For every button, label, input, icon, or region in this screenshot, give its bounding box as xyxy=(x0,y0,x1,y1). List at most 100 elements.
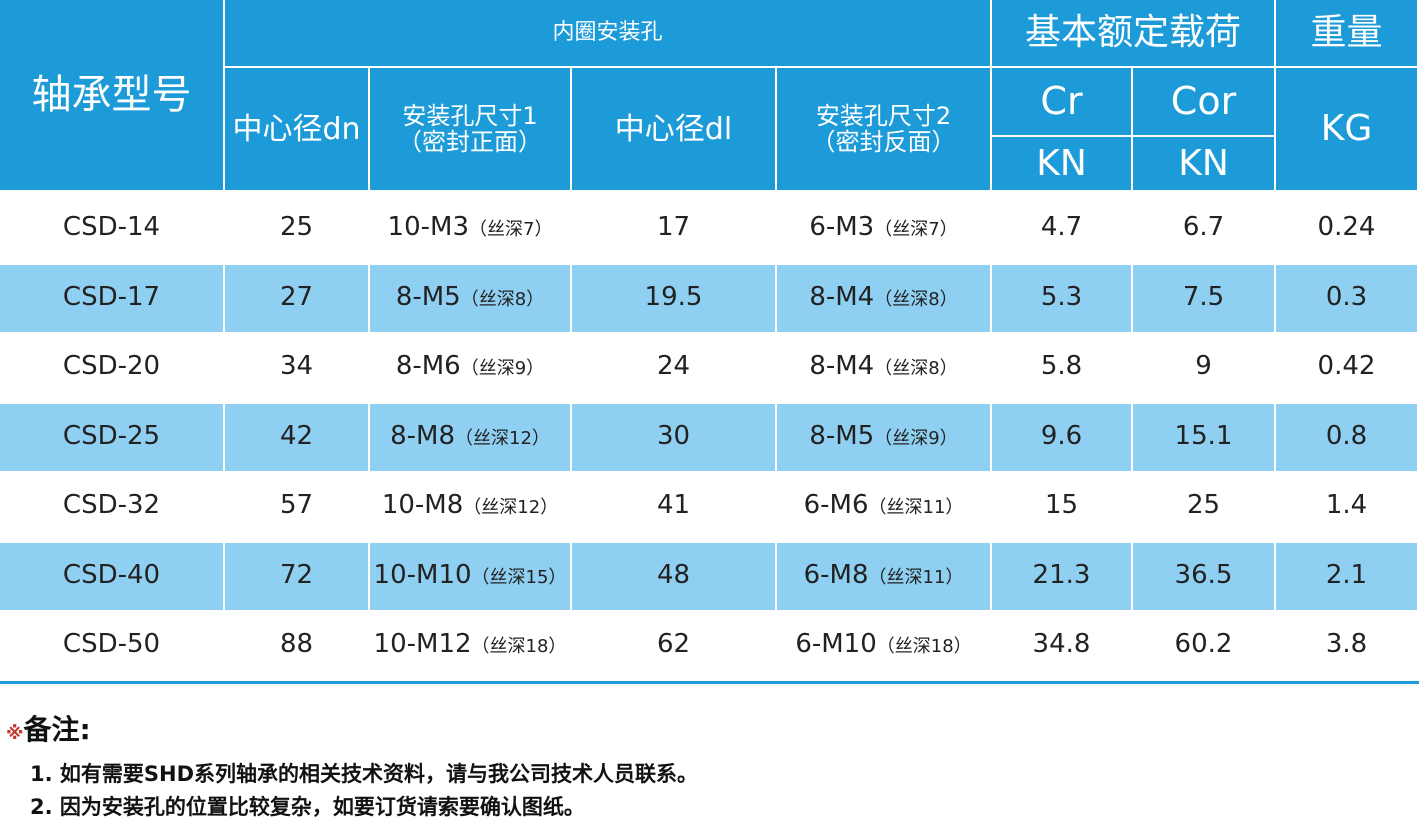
cell-text: 1.4 xyxy=(1325,490,1368,520)
cell-text: （丝深8） xyxy=(460,288,545,310)
table-cell: CSD-40 xyxy=(0,542,225,610)
header-cell: 内圈安装孔 xyxy=(225,0,992,68)
header-cell: 安装孔尺寸1 （密封正面） xyxy=(370,68,572,192)
cell-text: KN xyxy=(1036,142,1087,184)
cell-text: （丝深7） xyxy=(469,219,553,240)
table-cell: 9 xyxy=(1133,334,1276,402)
cell-text: 3.8 xyxy=(1325,629,1368,659)
note-item: 1. 如有需要SHD系列轴承的相关技术资料，请与我公司技术人员联系。 xyxy=(30,758,698,788)
cell-text: CSD-25 xyxy=(62,420,161,451)
cell-text: 0.8 xyxy=(1325,420,1368,451)
cell-text: 60.2 xyxy=(1174,629,1233,659)
table-cell: 8-M5 （丝深9） xyxy=(777,403,992,471)
table-cell: 25 xyxy=(225,195,370,263)
cell-text: 0.3 xyxy=(1325,281,1368,312)
cell-text: 19.5 xyxy=(644,281,703,312)
cell-text: 17 xyxy=(656,212,691,242)
table-cell: 60.2 xyxy=(1133,612,1276,680)
cell-text: 25 xyxy=(279,212,314,242)
cell-text: 安装孔尺寸1 xyxy=(402,101,538,130)
cell-text: 8-M4 xyxy=(809,281,875,312)
cell-text: 62 xyxy=(656,629,691,659)
notes-title: ※备注: xyxy=(6,708,91,748)
cell-text: Cor xyxy=(1170,78,1237,123)
table-cell: 62 xyxy=(572,612,777,680)
cell-text: 6-M6 xyxy=(803,490,869,520)
cell-text: 7.5 xyxy=(1182,281,1225,312)
header-cell: 安装孔尺寸2 （密封反面） xyxy=(777,68,992,192)
table-cell: 15.1 xyxy=(1133,403,1276,471)
header-cell: KG xyxy=(1276,68,1419,192)
cell-text: CSD-32 xyxy=(62,490,161,520)
cell-text: （密封正面） xyxy=(398,128,542,156)
table-cell: 6.7 xyxy=(1133,195,1276,263)
table-cell: 8-M4 （丝深8） xyxy=(777,334,992,402)
header-cell: Cor xyxy=(1133,68,1276,137)
cell-text: （丝深11） xyxy=(868,497,964,518)
cell-text: （丝深9） xyxy=(874,427,958,449)
cell-text: （丝深18） xyxy=(471,636,567,657)
table-cell: 24 xyxy=(572,334,777,402)
table-cell: 48 xyxy=(572,542,777,610)
table-cell: 0.42 xyxy=(1276,334,1419,402)
cell-text: 88 xyxy=(279,629,314,659)
cell-text: 中心径dn xyxy=(232,111,361,147)
table-cell: 0.8 xyxy=(1276,403,1419,471)
cell-text: 5.8 xyxy=(1040,351,1083,381)
cell-text: 中心径dl xyxy=(614,111,733,147)
cell-text: 8-M5 xyxy=(395,281,461,312)
cell-text: 0.42 xyxy=(1317,351,1376,381)
table-cell: CSD-32 xyxy=(0,473,225,541)
table-cell: 6-M3 （丝深7） xyxy=(777,195,992,263)
cell-text: CSD-20 xyxy=(62,351,161,381)
cell-text: （丝深8） xyxy=(874,358,958,379)
cell-text: 10-M12 xyxy=(373,629,472,659)
cell-text: CSD-40 xyxy=(62,559,161,590)
table-cell: 88 xyxy=(225,612,370,680)
cell-text: 基本额定载荷 xyxy=(1024,12,1241,54)
cell-text: CSD-14 xyxy=(62,212,161,242)
cell-text: 72 xyxy=(279,559,314,590)
header-cell: KN xyxy=(992,137,1133,192)
table-cell: 6-M6 （丝深11） xyxy=(777,473,992,541)
table-cell: 42 xyxy=(225,403,370,471)
cell-text: 10-M8 xyxy=(381,490,464,520)
cell-text: 重量 xyxy=(1310,12,1383,54)
table-cell: 34 xyxy=(225,334,370,402)
header-cell: Cr xyxy=(992,68,1133,137)
header-cell: 中心径dn xyxy=(225,68,370,192)
cell-text: 24 xyxy=(656,351,691,381)
table-cell: CSD-17 xyxy=(0,264,225,332)
cell-text: KG xyxy=(1320,108,1373,150)
table-cell: 6-M8 （丝深11） xyxy=(777,542,992,610)
cell-text: 8-M6 xyxy=(395,351,461,381)
cell-text: （丝深18） xyxy=(876,636,972,657)
cell-text: 4.7 xyxy=(1040,212,1083,242)
table-cell: CSD-25 xyxy=(0,403,225,471)
cell-text: 48 xyxy=(656,559,691,590)
table-cell: 34.8 xyxy=(992,612,1133,680)
table-cell: 8-M8 （丝深12） xyxy=(370,403,572,471)
table-cell: 10-M3 （丝深7） xyxy=(370,195,572,263)
header-cell: 轴承型号 xyxy=(0,0,225,192)
cell-text: 30 xyxy=(656,420,691,451)
cell-text: 36.5 xyxy=(1174,559,1233,590)
table-cell: 0.24 xyxy=(1276,195,1419,263)
table-cell: 10-M8 （丝深12） xyxy=(370,473,572,541)
cell-text: 备注: xyxy=(23,713,91,746)
table-cell: 10-M10 （丝深15） xyxy=(370,542,572,610)
table-cell: 2.1 xyxy=(1276,542,1419,610)
cell-text: 10-M3 xyxy=(387,212,469,242)
cell-text: 轴承型号 xyxy=(31,72,192,118)
header-cell: KN xyxy=(1133,137,1276,192)
cell-text: 内圈安装孔 xyxy=(552,19,663,45)
cell-text: （丝深15） xyxy=(471,566,567,588)
table-cell: 10-M12 （丝深18） xyxy=(370,612,572,680)
cell-text: （丝深9） xyxy=(460,358,545,379)
cell-text: 15 xyxy=(1044,490,1079,520)
cell-text: CSD-50 xyxy=(62,629,161,659)
header-cell: 重量 xyxy=(1276,0,1419,68)
table-cell: CSD-14 xyxy=(0,195,225,263)
cell-text: 57 xyxy=(279,490,314,520)
table-cell: CSD-50 xyxy=(0,612,225,680)
